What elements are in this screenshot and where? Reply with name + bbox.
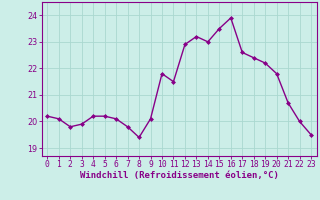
X-axis label: Windchill (Refroidissement éolien,°C): Windchill (Refroidissement éolien,°C) (80, 171, 279, 180)
